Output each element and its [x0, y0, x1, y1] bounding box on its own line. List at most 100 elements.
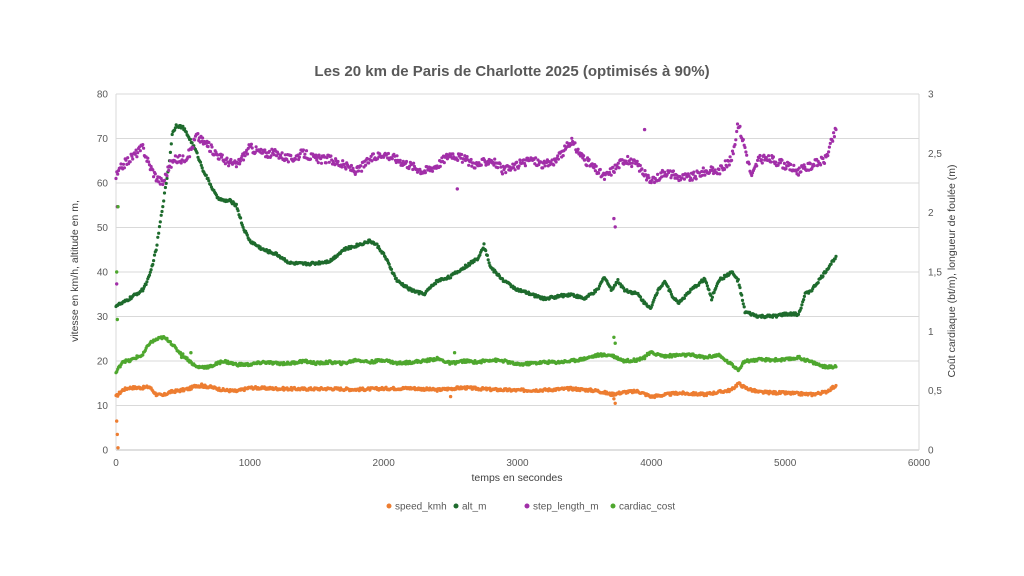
data-point: [198, 160, 203, 164]
data-point: [303, 152, 307, 156]
data-point: [438, 164, 442, 168]
data-point: [682, 177, 687, 181]
data-point: [183, 127, 187, 131]
data-point: [486, 258, 490, 262]
data-point-outlier: [455, 187, 459, 191]
data-point: [725, 165, 729, 169]
data-point-outlier: [612, 397, 616, 401]
data-point: [576, 147, 580, 151]
data-point: [149, 268, 153, 272]
data-point: [592, 166, 596, 170]
data-point: [188, 155, 192, 159]
data-point: [630, 164, 634, 169]
data-point: [304, 149, 309, 153]
data-point-outlier: [115, 282, 119, 286]
legend-item-speed_kmh: speed_kmh: [386, 502, 447, 513]
y-left-tick-label: 40: [97, 268, 109, 279]
data-point: [133, 152, 137, 156]
data-point: [556, 157, 561, 161]
data-point: [609, 173, 613, 177]
data-point: [834, 128, 838, 132]
data-point: [802, 163, 806, 167]
data-point: [316, 161, 320, 165]
data-point: [289, 153, 293, 158]
x-tick-label: 4000: [640, 458, 663, 469]
data-point: [569, 143, 573, 147]
data-point: [730, 149, 735, 153]
data-point: [467, 163, 471, 167]
legend-marker: [524, 503, 530, 509]
data-point: [799, 306, 803, 310]
data-point: [395, 154, 399, 158]
data-point: [351, 166, 355, 170]
data-point: [762, 153, 766, 157]
data-point: [520, 161, 524, 165]
data-point: [552, 163, 556, 167]
data-point: [135, 155, 139, 159]
data-point: [246, 146, 250, 150]
data-point: [738, 124, 742, 128]
data-point: [449, 276, 453, 280]
data-point: [152, 259, 156, 263]
data-point: [191, 146, 195, 150]
data-point: [298, 152, 302, 156]
data-point: [367, 161, 371, 165]
data-point: [366, 241, 370, 245]
data-point: [234, 202, 238, 206]
data-point: [747, 162, 751, 166]
data-point: [223, 162, 227, 166]
data-point: [389, 267, 394, 271]
y-left-tick-label: 0: [102, 446, 108, 457]
data-point-outlier: [116, 446, 120, 450]
data-point: [715, 172, 720, 176]
data-point: [297, 155, 301, 159]
data-point: [613, 283, 618, 287]
data-point: [155, 177, 159, 182]
data-point: [812, 164, 816, 168]
data-point: [829, 262, 833, 266]
data-point: [147, 273, 152, 277]
data-point: [283, 153, 287, 157]
data-point: [789, 162, 793, 167]
data-point: [163, 185, 167, 190]
data-point: [184, 130, 188, 134]
data-point: [204, 173, 208, 177]
data-point: [759, 158, 764, 162]
data-point: [341, 159, 345, 163]
data-point: [193, 138, 197, 142]
data-point: [151, 168, 155, 172]
data-point: [319, 161, 324, 165]
data-point: [161, 182, 165, 187]
y-left-tick-label: 50: [97, 223, 109, 234]
data-point: [758, 153, 762, 158]
x-tick-label: 5000: [774, 458, 797, 469]
data-point: [556, 154, 560, 158]
data-point: [370, 159, 374, 163]
data-point: [349, 163, 353, 168]
data-point: [828, 141, 832, 145]
data-point-outlier: [452, 351, 457, 355]
data-point: [387, 262, 391, 266]
data-point-outlier: [115, 419, 119, 423]
data-point: [594, 164, 598, 168]
data-point: [710, 298, 714, 302]
data-point: [515, 160, 519, 164]
data-point: [342, 162, 346, 166]
data-point-outlier: [179, 355, 184, 360]
data-point-outlier: [613, 341, 617, 345]
data-point: [157, 231, 161, 235]
data-point: [315, 155, 320, 159]
data-point: [742, 305, 746, 309]
data-point: [622, 286, 626, 290]
data-point: [647, 176, 651, 180]
data-point: [254, 145, 258, 149]
data-point: [377, 244, 381, 249]
data-point: [827, 150, 831, 154]
data-point-outlier: [115, 317, 120, 322]
data-point: [635, 159, 639, 163]
data-point: [470, 164, 474, 168]
data-point: [767, 154, 771, 158]
data-point: [386, 151, 390, 156]
data-point: [526, 360, 530, 364]
y-right-tick-label: 2,5: [928, 149, 942, 160]
